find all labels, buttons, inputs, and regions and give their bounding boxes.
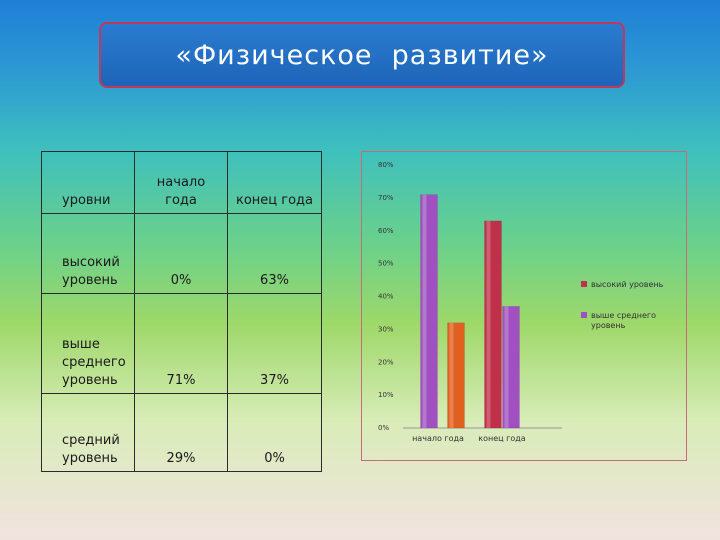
row-label: средний уровень (41, 393, 135, 472)
row-start-value: 0% (134, 213, 228, 294)
legend-label: высокий уровень (591, 280, 664, 289)
bar (447, 322, 465, 429)
bar-highlight (504, 306, 509, 428)
row-end-value: 37% (227, 293, 322, 394)
bar-chart-svg: 0% 10% 20% 30% 40% 50% 60% 70% 80% начало года кон… (378, 161, 664, 443)
legend-swatch (581, 281, 587, 287)
bar (502, 306, 520, 429)
y-tick-label: 10% (378, 391, 394, 399)
bar (420, 194, 438, 429)
bar (484, 220, 502, 429)
bar-highlight (422, 194, 427, 428)
header-start: начало года (134, 151, 228, 214)
y-tick-label: 20% (378, 358, 394, 366)
y-tick-label: 40% (378, 293, 394, 301)
slide-title-box: «Физическое развитие» (99, 22, 625, 88)
levels-table: уровни начало года конец года высокий ур… (41, 151, 322, 472)
x-tick-label: начало года (412, 434, 464, 443)
header-levels: уровни (41, 151, 135, 214)
row-label: выше среднего уровень (41, 293, 135, 394)
y-tick-label: 80% (378, 161, 394, 169)
bar-chart: 0% 10% 20% 30% 40% 50% 60% 70% 80% начало года кон… (361, 151, 687, 461)
row-end-value: 63% (227, 213, 322, 294)
row-label: высокий уровень (41, 213, 135, 294)
table-row: средний уровень 29% 0% (41, 393, 322, 472)
table-row: высокий уровень 0% 63% (41, 213, 322, 294)
legend-swatch (581, 312, 587, 318)
bar-highlight (486, 220, 491, 428)
row-start-value: 71% (134, 293, 228, 394)
row-start-value: 29% (134, 393, 228, 472)
y-tick-label: 60% (378, 227, 394, 235)
y-tick-label: 70% (378, 194, 394, 202)
table-header-row: уровни начало года конец года (41, 151, 322, 214)
table-row: выше среднего уровень 71% 37% (41, 293, 322, 394)
header-end: конец года (227, 151, 322, 214)
bar-highlight (449, 322, 454, 428)
row-end-value: 0% (227, 393, 322, 472)
y-tick-label: 50% (378, 260, 394, 268)
x-tick-label: конец года (478, 434, 525, 443)
slide-title: «Физическое развитие» (175, 39, 549, 71)
y-tick-label: 30% (378, 325, 394, 333)
y-tick-label: 0% (378, 424, 389, 432)
legend-label: выше среднего уровень (591, 311, 656, 330)
